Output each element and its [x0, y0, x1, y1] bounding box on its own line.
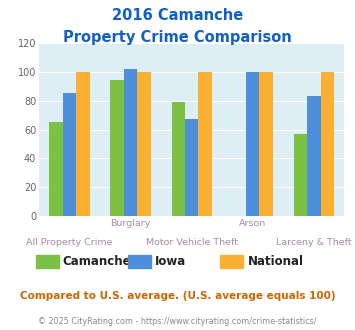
Bar	[110, 81, 124, 216]
Text: Larceny & Theft: Larceny & Theft	[276, 238, 352, 247]
Bar	[124, 69, 137, 216]
Text: Property Crime Comparison: Property Crime Comparison	[63, 30, 292, 45]
Text: Compared to U.S. average. (U.S. average equals 100): Compared to U.S. average. (U.S. average …	[20, 291, 335, 301]
Bar	[49, 122, 63, 216]
Bar	[198, 72, 212, 216]
Text: All Property Crime: All Property Crime	[26, 238, 113, 247]
Bar	[321, 72, 334, 216]
Bar	[260, 72, 273, 216]
Bar	[63, 93, 76, 216]
Text: Camanche: Camanche	[63, 255, 131, 268]
Bar	[246, 72, 260, 216]
Bar	[137, 72, 151, 216]
Bar	[294, 134, 307, 216]
Bar	[171, 102, 185, 216]
Text: Burglary: Burglary	[110, 219, 151, 228]
Text: Motor Vehicle Theft: Motor Vehicle Theft	[146, 238, 238, 247]
Text: © 2025 CityRating.com - https://www.cityrating.com/crime-statistics/: © 2025 CityRating.com - https://www.city…	[38, 317, 317, 326]
Bar	[185, 119, 198, 216]
Bar	[76, 72, 90, 216]
Text: Iowa: Iowa	[155, 255, 186, 268]
Text: National: National	[247, 255, 304, 268]
Text: Arson: Arson	[239, 219, 266, 228]
Bar	[307, 96, 321, 216]
Text: 2016 Camanche: 2016 Camanche	[112, 8, 243, 23]
